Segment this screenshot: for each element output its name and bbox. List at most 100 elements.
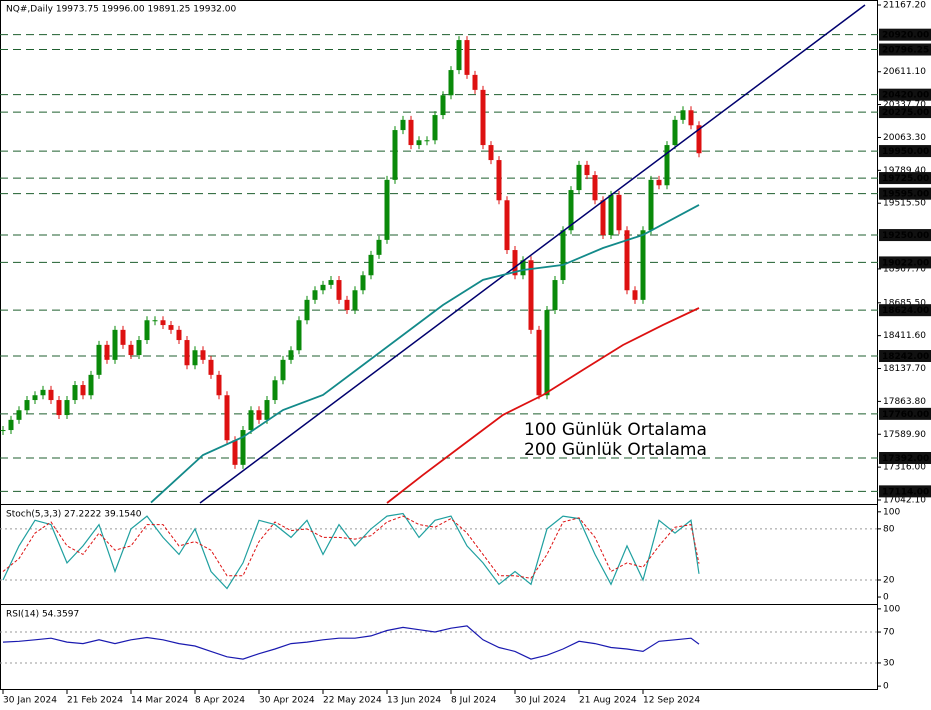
y-tick-label: 20 bbox=[883, 575, 895, 585]
x-tick-label: 12 Sep 2024 bbox=[643, 696, 700, 706]
y-tick-label: 17316.00 bbox=[883, 463, 926, 473]
candle bbox=[696, 125, 702, 154]
level-label: 19950.00 bbox=[882, 147, 929, 157]
candle bbox=[88, 374, 94, 396]
candle bbox=[112, 329, 118, 360]
level-label-bg bbox=[879, 256, 931, 269]
candle bbox=[552, 280, 558, 311]
level-label-bg bbox=[879, 88, 931, 101]
y-tick-label: 19789.40 bbox=[883, 166, 926, 176]
candle bbox=[272, 380, 278, 401]
panel-title: Stoch(5,3,3) 27.2222 39.1540 bbox=[6, 510, 142, 520]
level-label-bg bbox=[879, 407, 931, 420]
level-label: 17392.00 bbox=[882, 454, 929, 464]
y-tick-label: 100 bbox=[883, 604, 900, 614]
x-tick-label: 21 Feb 2024 bbox=[67, 696, 123, 706]
indicator-line bbox=[2, 515, 700, 579]
candle bbox=[456, 40, 462, 71]
level-label: 20275.00 bbox=[882, 108, 929, 118]
candle bbox=[360, 275, 366, 291]
candle bbox=[352, 290, 358, 311]
level-label-bg bbox=[879, 43, 931, 56]
candle bbox=[432, 115, 438, 141]
candle bbox=[136, 340, 142, 356]
level-label: 20420.00 bbox=[882, 91, 929, 101]
y-tick-label: 80 bbox=[883, 524, 895, 534]
level-label-bg bbox=[879, 145, 931, 158]
y-tick-label: 18137.70 bbox=[883, 364, 926, 374]
level-label: 20920.00 bbox=[882, 31, 929, 41]
candle bbox=[128, 344, 134, 356]
candle bbox=[384, 179, 390, 240]
candle bbox=[576, 164, 582, 191]
candle bbox=[16, 410, 22, 420]
candle bbox=[64, 400, 70, 416]
y-tick-label: 18685.50 bbox=[883, 298, 926, 308]
candle bbox=[296, 320, 302, 351]
candle bbox=[288, 350, 294, 360]
candle bbox=[104, 344, 110, 360]
candle bbox=[472, 74, 478, 90]
candle bbox=[512, 250, 518, 276]
candle bbox=[520, 260, 526, 276]
candle bbox=[616, 194, 622, 231]
y-tick-label: 20063.30 bbox=[883, 133, 926, 143]
candle bbox=[672, 119, 678, 146]
candle bbox=[304, 299, 310, 321]
candle bbox=[656, 179, 662, 186]
candle bbox=[464, 40, 470, 75]
candle bbox=[176, 329, 182, 341]
level-label: 18624.00 bbox=[882, 306, 929, 316]
level-label-bg bbox=[879, 304, 931, 317]
x-tick-label: 13 Jun 2024 bbox=[387, 696, 441, 706]
candle bbox=[216, 374, 222, 396]
y-tick-label: 0 bbox=[883, 593, 889, 603]
candle bbox=[72, 385, 78, 401]
x-tick-label: 8 Apr 2024 bbox=[195, 696, 245, 706]
candle bbox=[336, 280, 342, 300]
candle bbox=[424, 140, 430, 142]
candle bbox=[664, 145, 670, 186]
candle bbox=[248, 410, 254, 431]
x-tick-label: 30 Jul 2024 bbox=[515, 696, 566, 706]
candle bbox=[544, 310, 550, 396]
candle bbox=[368, 254, 374, 276]
x-tick-label: 21 Aug 2024 bbox=[579, 696, 637, 706]
level-label: 19725.00 bbox=[882, 174, 929, 184]
frame bbox=[0, 0, 878, 690]
candle bbox=[280, 359, 286, 381]
candle bbox=[680, 110, 686, 120]
candle bbox=[448, 70, 454, 96]
y-tick-label: 18411.60 bbox=[883, 331, 926, 341]
y-tick-label: 100 bbox=[883, 507, 900, 517]
y-tick-label: 17042.10 bbox=[883, 495, 926, 505]
candle bbox=[184, 340, 190, 366]
level-label: 19595.00 bbox=[882, 190, 929, 200]
candle bbox=[488, 145, 494, 161]
x-tick-label: 8 Jul 2024 bbox=[451, 696, 496, 706]
level-label: 17114.00 bbox=[882, 487, 929, 497]
candle bbox=[536, 329, 542, 396]
candle bbox=[256, 410, 262, 420]
candle bbox=[192, 350, 198, 366]
indicator-line bbox=[2, 512, 700, 590]
candle bbox=[584, 164, 590, 176]
level-label: 18242.00 bbox=[882, 352, 929, 362]
candle bbox=[440, 95, 446, 116]
candle bbox=[568, 190, 574, 231]
candle bbox=[24, 400, 30, 411]
candle bbox=[392, 130, 398, 180]
x-tick-label: 30 Apr 2024 bbox=[259, 696, 315, 706]
candle bbox=[208, 359, 214, 375]
candle bbox=[528, 260, 534, 330]
legend-label: 100 Günlük Ortalama bbox=[524, 420, 707, 440]
candle bbox=[96, 344, 102, 375]
candle bbox=[160, 320, 166, 326]
candle bbox=[0, 430, 6, 432]
y-tick-label: 17863.80 bbox=[883, 397, 926, 407]
y-tick-label: 20337.70 bbox=[883, 100, 926, 110]
y-tick-label: 18967.70 bbox=[883, 264, 926, 274]
legend-label: 200 Günlük Ortalama bbox=[524, 440, 707, 460]
candle bbox=[344, 299, 350, 311]
